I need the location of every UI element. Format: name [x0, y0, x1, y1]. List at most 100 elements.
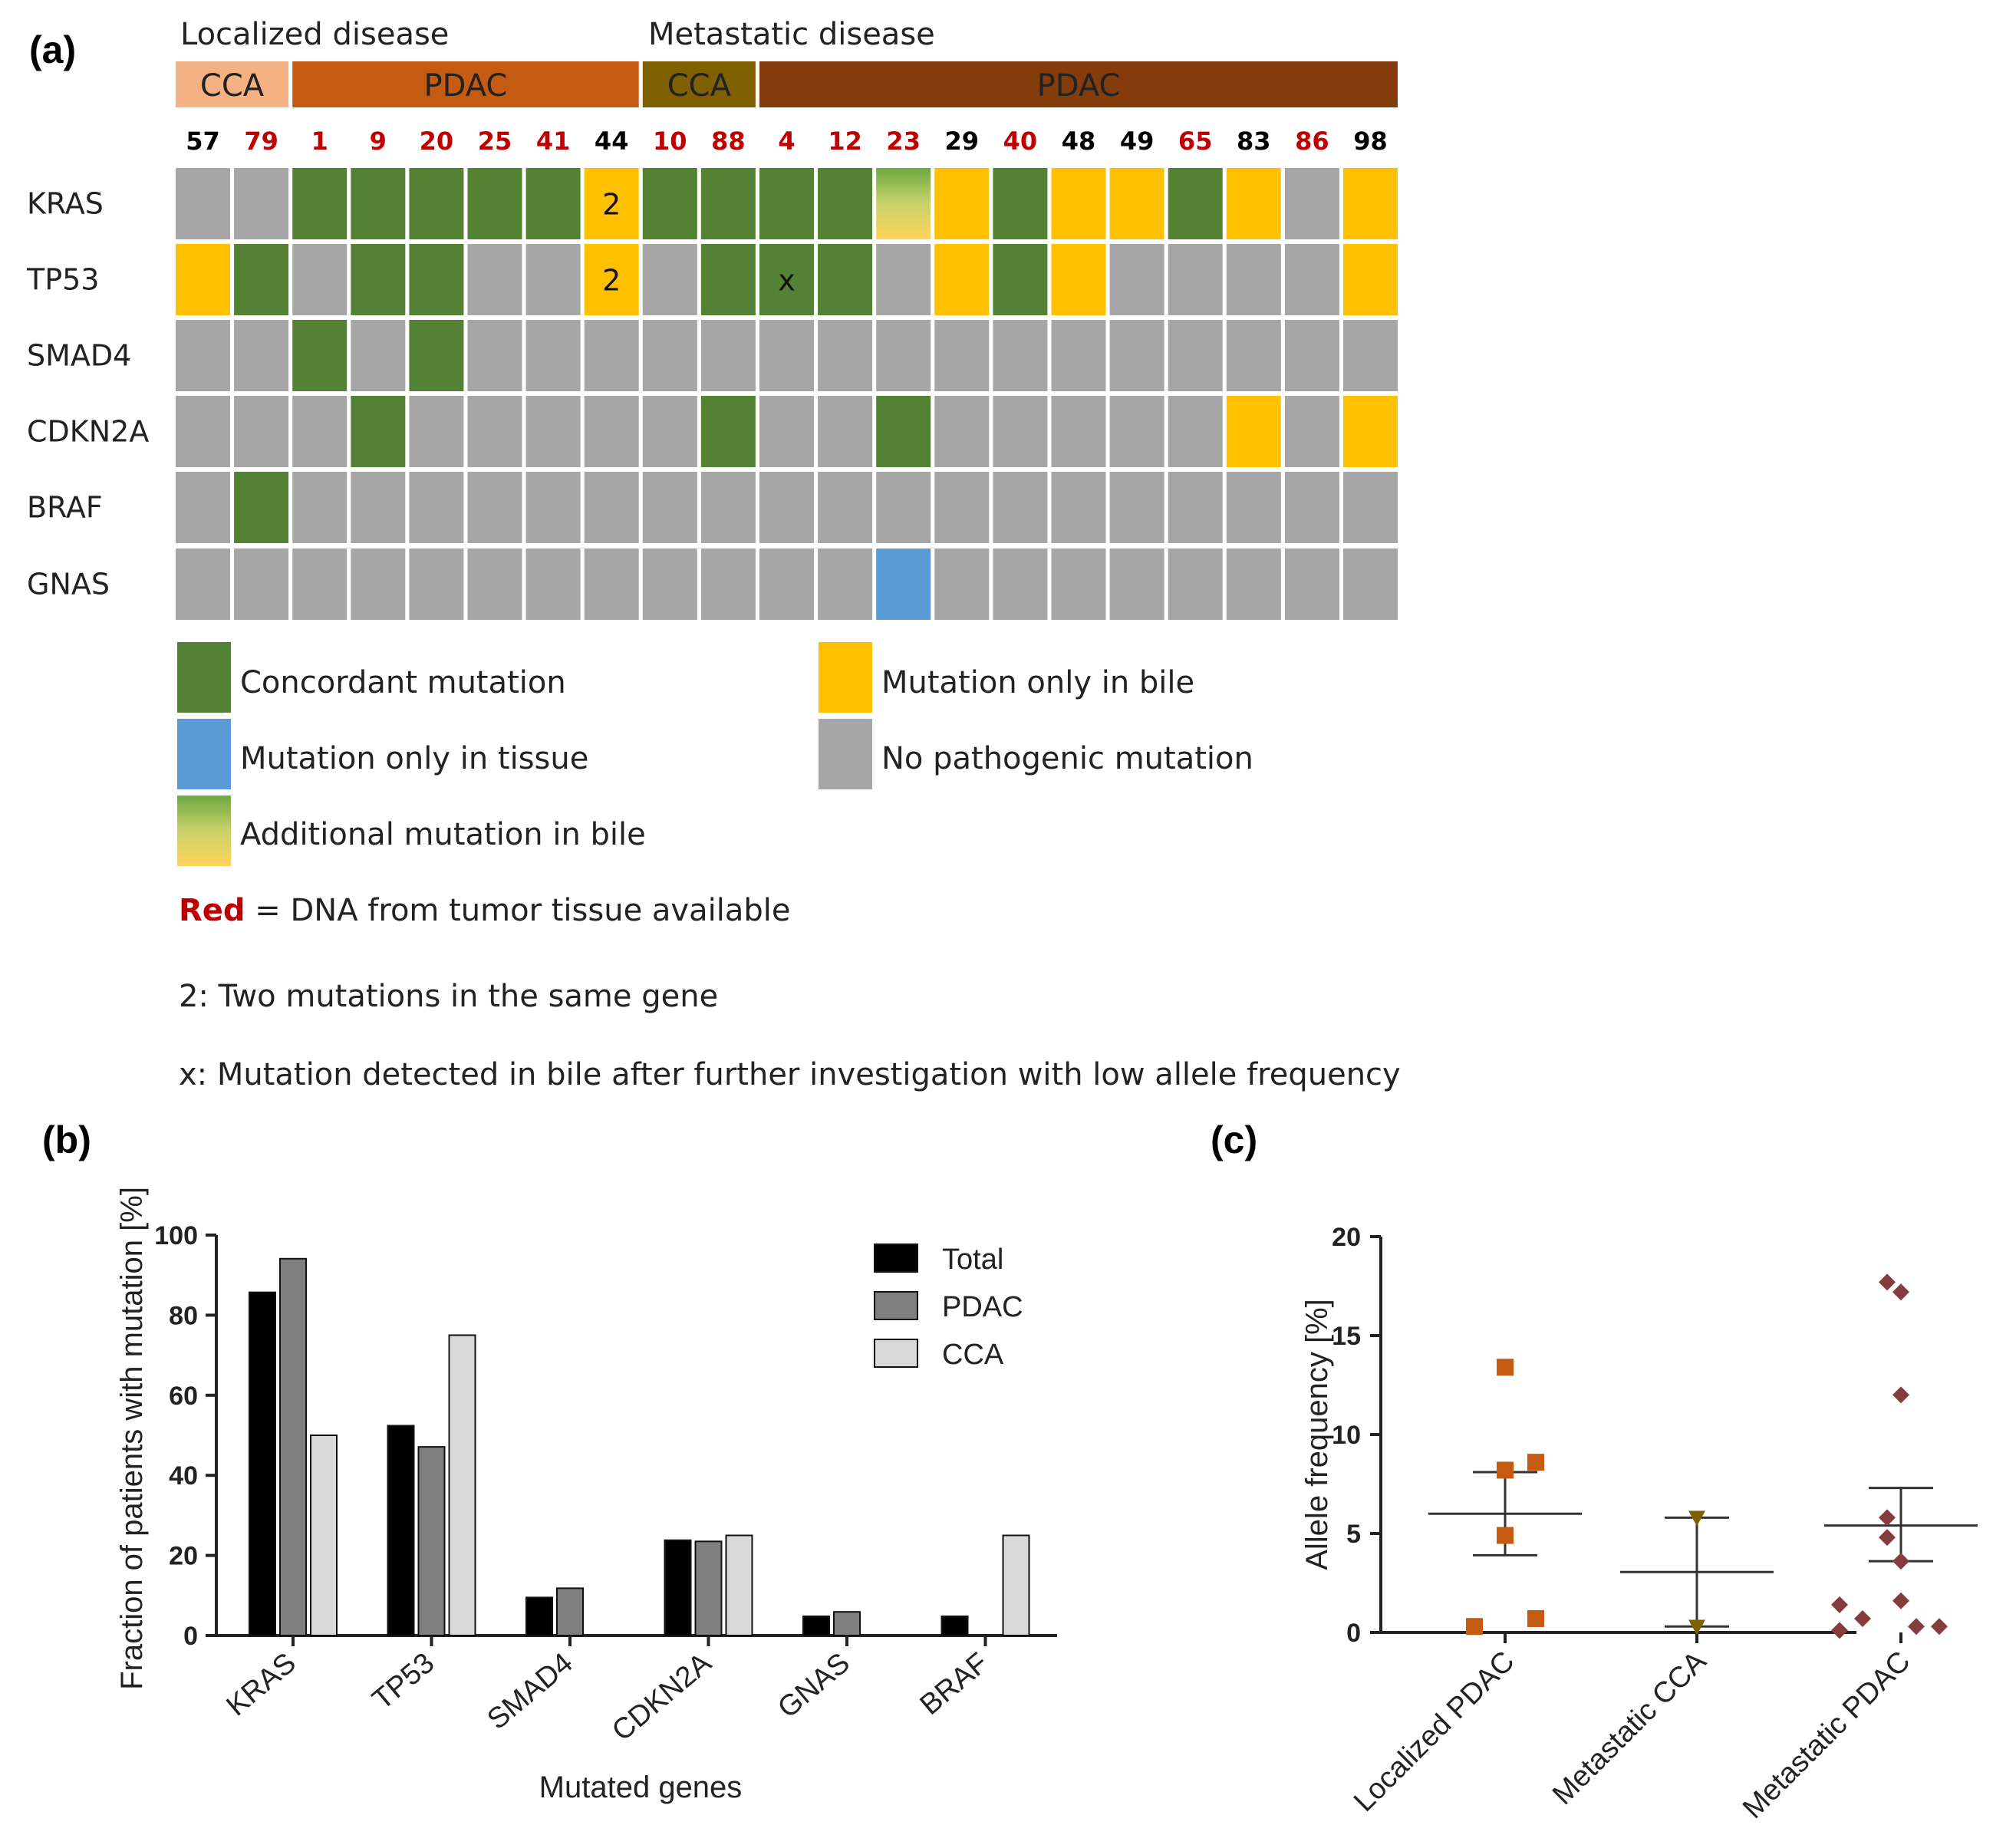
x-tick-label-braf: BRAF [914, 1647, 995, 1721]
matrix-cell-tp53-29 [934, 244, 990, 315]
legend-swatch-additional [177, 796, 231, 866]
note-red-word: Red [179, 893, 245, 928]
matrix-cell-kras-40 [993, 168, 1048, 239]
point-0-1 [1527, 1454, 1544, 1471]
patient-id-20: 20 [420, 127, 454, 156]
matrix-cell-tp53-88 [700, 244, 756, 315]
point-2-10 [1931, 1618, 1948, 1636]
cell-marks: 2 2 x [602, 188, 796, 298]
patient-id-29: 29 [945, 127, 980, 156]
matrix-cell-kras-41 [525, 168, 581, 239]
matrix-cell-cdkn2a-83 [1226, 396, 1281, 467]
matrix-cell-kras-98 [1343, 168, 1398, 239]
x-axis-title: Mutated genes [539, 1771, 743, 1804]
x-tick-label-smad4: SMAD4 [481, 1647, 578, 1736]
matrix-cell-kras-48 [1051, 168, 1106, 239]
patient-id-44: 44 [595, 127, 629, 156]
point-0-5 [1466, 1618, 1483, 1636]
matrix-cell-smad4-65 [1168, 320, 1223, 391]
point-2-1 [1892, 1283, 1909, 1301]
matrix-cell-kras-10 [642, 168, 697, 239]
matrix-cell-braf-1 [292, 472, 348, 543]
matrix-cell-braf-29 [934, 472, 990, 543]
matrix-cell-braf-86 [1284, 472, 1339, 543]
y-tick-label-20: 20 [1332, 1223, 1361, 1252]
patient-id-row: 57 79 1 9 20 25 41 44 10 88 4 12 23 29 40 48 49 65 83 86 98 [186, 127, 1388, 156]
matrix-cell-kras-9 [351, 168, 406, 239]
matrix-cell-smad4-88 [700, 320, 756, 391]
gene-label-tp53: TP53 [26, 263, 99, 297]
matrix-cell-gnas-88 [700, 548, 756, 620]
matrix-cell-braf-83 [1226, 472, 1281, 543]
matrix-cell-cdkn2a-20 [409, 396, 464, 467]
matrix-cell-braf-79 [234, 472, 289, 543]
bar-total-braf [940, 1615, 969, 1637]
matrix-cell-gnas-98 [1343, 548, 1398, 620]
matrix-cell-gnas-86 [1284, 548, 1339, 620]
matrix-cell-smad4-57 [176, 320, 230, 391]
matrix-cell-braf-57 [176, 472, 230, 543]
matrix-cell-cdkn2a-57 [176, 396, 230, 467]
legend-label-concordant: Concordant mutation [240, 665, 566, 700]
matrix-cell-smad4-44 [584, 320, 639, 391]
matrix-cell-gnas-1 [292, 548, 348, 620]
bar-cca-braf [1002, 1534, 1030, 1636]
matrix-cell-smad4-49 [1109, 320, 1164, 391]
patient-id-23: 23 [886, 127, 921, 156]
legend-swatch-concordant [177, 642, 231, 713]
matrix-cell-smad4-29 [934, 320, 990, 391]
point-1-1 [1688, 1619, 1705, 1636]
matrix-cell-braf-40 [993, 472, 1048, 543]
disease-group-bars: CCA PDAC CCA PDAC [176, 61, 1398, 107]
bar-cca-tp53 [448, 1334, 476, 1636]
gene-label-kras: KRAS [27, 187, 104, 221]
patient-id-12: 12 [828, 127, 862, 156]
patient-id-25: 25 [478, 127, 512, 156]
matrix-cell-tp53-83 [1226, 244, 1281, 315]
bar-total-gnas [802, 1615, 830, 1637]
matrix-cell-braf-41 [525, 472, 581, 543]
matrix-cell-smad4-12 [818, 320, 873, 391]
matrix-cell-tp53-65 [1168, 244, 1223, 315]
cell-mark-2: x [778, 264, 796, 298]
matrix-cell-kras-4 [759, 168, 814, 239]
matrix-cell-tp53-4 [759, 244, 814, 315]
matrix-cell-braf-25 [467, 472, 522, 543]
matrix-cell-kras-49 [1109, 168, 1164, 239]
matrix-cell-smad4-83 [1226, 320, 1281, 391]
point-1-0 [1688, 1510, 1705, 1527]
matrix-cell-tp53-86 [1284, 244, 1339, 315]
matrix-cell-smad4-41 [525, 320, 581, 391]
matrix-cell-kras-65 [1168, 168, 1223, 239]
point-2-2 [1892, 1386, 1909, 1404]
matrix-cell-cdkn2a-44 [584, 396, 639, 467]
matrix-cell-cdkn2a-88 [700, 396, 756, 467]
patient-id-83: 83 [1237, 127, 1271, 156]
x-tick-label-tp53: TP53 [367, 1647, 441, 1717]
matrix-cell-cdkn2a-12 [818, 396, 873, 467]
legend-swatch-bile-only [819, 642, 872, 713]
matrix-cell-cdkn2a-41 [525, 396, 581, 467]
matrix-cell-cdkn2a-86 [1284, 396, 1339, 467]
patient-id-40: 40 [1003, 127, 1038, 156]
matrix-cell-braf-49 [1109, 472, 1164, 543]
matrix-cell-gnas-29 [934, 548, 990, 620]
note-red-rest: = DNA from tumor tissue available [245, 893, 791, 928]
matrix-cell-smad4-9 [351, 320, 406, 391]
y-tick-label-10: 10 [1332, 1421, 1361, 1450]
group-bar-0 [176, 61, 289, 107]
matrix-cell-smad4-40 [993, 320, 1048, 391]
matrix-cell-cdkn2a-98 [1343, 396, 1398, 467]
matrix-cell-cdkn2a-49 [1109, 396, 1164, 467]
matrix-cell-tp53-79 [234, 244, 289, 315]
patient-id-1: 1 [311, 127, 328, 156]
y-tick-label-100: 100 [154, 1221, 198, 1250]
matrix-cell-kras-79 [234, 168, 289, 239]
y-tick-label-80: 80 [169, 1301, 198, 1330]
bar-cca-kras [310, 1435, 338, 1636]
group-bar-1 [292, 61, 639, 107]
legend-label-pdac: PDAC [942, 1291, 1023, 1323]
matrix-cell-smad4-25 [467, 320, 522, 391]
matrix-cell-tp53-1 [292, 244, 348, 315]
